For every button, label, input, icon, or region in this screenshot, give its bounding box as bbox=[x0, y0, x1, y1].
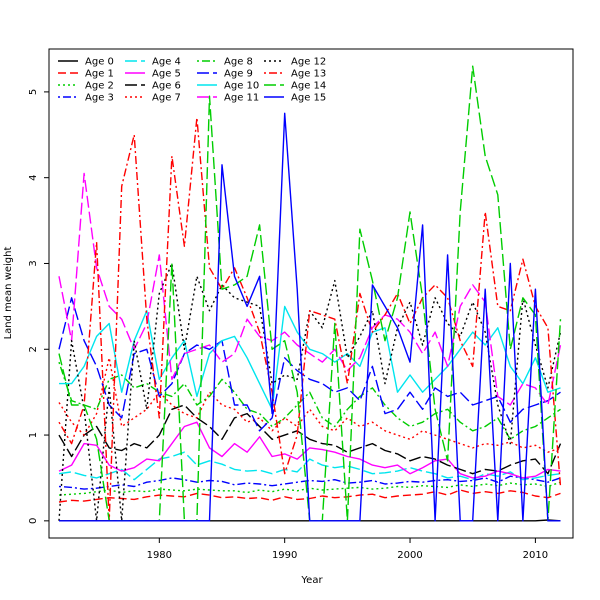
series-line-age-5 bbox=[58, 421, 561, 479]
plot-frame bbox=[48, 48, 574, 539]
legend-label-age-14: Age 14 bbox=[291, 81, 326, 92]
legend-label-age-9: Age 9 bbox=[224, 69, 253, 80]
series-layer bbox=[58, 65, 562, 522]
series-line-age-11 bbox=[58, 172, 562, 406]
legend-label-age-6: Age 6 bbox=[152, 81, 181, 92]
legend-label-age-5: Age 5 bbox=[152, 69, 181, 80]
legend-label-age-4: Age 4 bbox=[152, 57, 181, 68]
legend-label-age-0: Age 0 bbox=[85, 57, 114, 68]
series-line-age-3 bbox=[58, 475, 561, 490]
series-line-age-6 bbox=[58, 404, 562, 475]
series-line-age-15 bbox=[59, 112, 561, 522]
legend-label-age-1: Age 1 bbox=[85, 69, 114, 80]
series-line-age-1 bbox=[58, 489, 561, 503]
legend-label-age-10: Age 10 bbox=[224, 81, 259, 92]
series-line-age-10 bbox=[59, 305, 561, 410]
legend-label-age-11: Age 11 bbox=[224, 93, 259, 104]
y-tick-label: 3 bbox=[28, 260, 39, 266]
series-line-age-9 bbox=[58, 297, 561, 432]
series-line-age-13 bbox=[58, 116, 562, 522]
y-tick-label: 5 bbox=[28, 89, 39, 95]
legend-label-age-8: Age 8 bbox=[224, 57, 253, 68]
y-tick-label: 2 bbox=[28, 346, 39, 352]
x-axis-label: Year bbox=[300, 575, 323, 586]
legend-label-age-7: Age 7 bbox=[152, 93, 181, 104]
y-axis-label: Land mean weight bbox=[3, 247, 14, 340]
axes-layer: 1980 1990 2000 2010 0 1 2 3 4 5 bbox=[28, 89, 548, 561]
y-tick-label: 0 bbox=[28, 518, 39, 524]
legend-label-age-12: Age 12 bbox=[291, 57, 326, 68]
y-tick-label: 4 bbox=[28, 174, 39, 180]
x-tick-label: 1980 bbox=[147, 550, 172, 561]
legend-label-age-13: Age 13 bbox=[291, 69, 326, 80]
x-tick-label: 1990 bbox=[272, 550, 297, 561]
y-tick-label: 1 bbox=[28, 432, 39, 438]
x-tick-label: 2000 bbox=[397, 550, 422, 561]
legend-label-age-15: Age 15 bbox=[291, 93, 326, 104]
series-line-age-2 bbox=[58, 481, 561, 496]
x-tick-label: 2010 bbox=[523, 550, 548, 561]
legend-label-age-2: Age 2 bbox=[85, 81, 114, 92]
legend-label-age-3: Age 3 bbox=[85, 93, 114, 104]
